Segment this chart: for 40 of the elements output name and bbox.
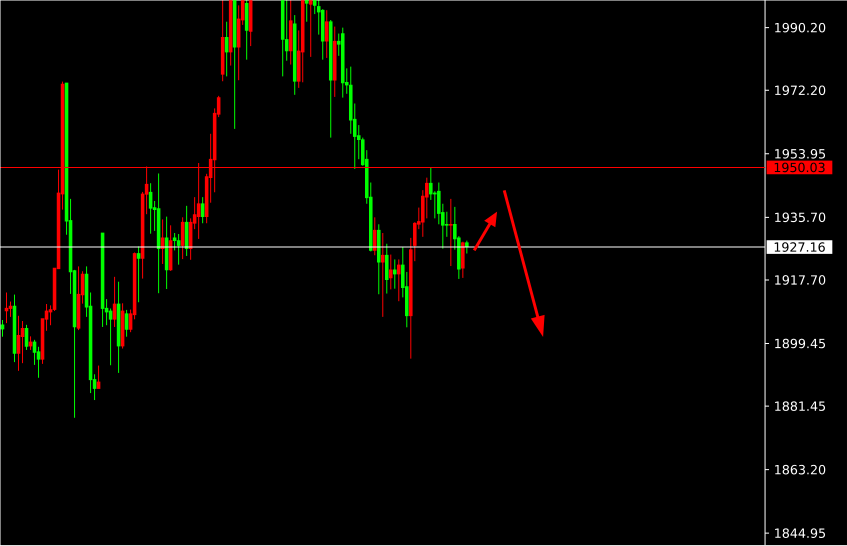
candlestick <box>176 234 180 266</box>
y-tick-label: 1972.20 <box>775 86 826 96</box>
candlestick <box>0 320 4 338</box>
candlestick <box>4 292 8 324</box>
ref-line-label: 1950.03 <box>774 162 825 172</box>
candlestick <box>200 196 204 224</box>
candlestick <box>108 308 112 366</box>
candlestick <box>28 336 32 351</box>
candlestick <box>24 324 28 351</box>
y-tick-label: 1844.95 <box>775 528 825 538</box>
y-tick-label: 1863.20 <box>775 465 826 475</box>
candlestick <box>381 232 385 318</box>
candlestick <box>437 182 441 225</box>
candlestick <box>148 182 152 234</box>
candlestick <box>96 365 100 390</box>
candlestick <box>224 21 228 78</box>
y-tick-label: 1935.70 <box>775 212 826 222</box>
y-tick-label: 1881.45 <box>775 401 825 412</box>
candlestick <box>180 216 184 260</box>
ref-line-label: 1927.16 <box>774 242 825 252</box>
candlestick <box>304 0 308 22</box>
candlestick <box>429 168 433 201</box>
candlestick <box>112 276 116 328</box>
y-tick-label: 1899.45 <box>775 338 825 348</box>
y-tick-label: 1990.20 <box>775 23 826 33</box>
candlestick <box>124 310 128 338</box>
candlestick <box>449 198 453 267</box>
candlestick <box>16 315 20 372</box>
candlestick <box>136 246 140 303</box>
y-tick-label: 1953.95 <box>775 149 825 159</box>
y-tick-label: 1917.70 <box>775 275 826 285</box>
candlestick <box>393 259 397 290</box>
candlestick <box>372 216 377 256</box>
candlestick <box>389 254 393 290</box>
candlestick <box>324 10 329 59</box>
candlestick <box>284 0 288 62</box>
candlestick <box>445 211 449 238</box>
candlestick <box>397 259 401 302</box>
candlestick <box>308 0 312 58</box>
candlestick <box>160 219 164 265</box>
